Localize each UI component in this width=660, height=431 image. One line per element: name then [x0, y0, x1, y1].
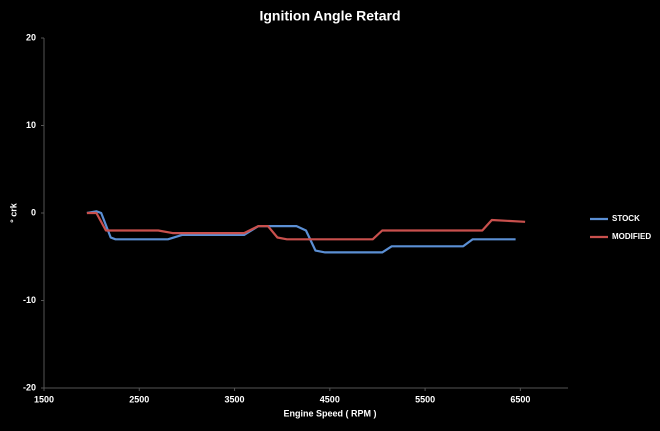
x-tick-label: 3500	[225, 394, 245, 404]
y-tick-label: -10	[23, 295, 36, 305]
y-tick-label: -20	[23, 382, 36, 392]
line	[86, 210, 516, 254]
y-tick-label: 0	[31, 207, 36, 217]
x-axis-label: Engine Speed ( RPM )	[283, 408, 376, 418]
legend-label: MODIFIED	[612, 232, 651, 241]
y-axis-label: ° crk	[8, 202, 18, 223]
chart-title: Ignition Angle Retard	[259, 8, 400, 24]
y-tick-label: 20	[26, 32, 36, 42]
x-tick-label: 6500	[510, 394, 530, 404]
x-tick-label: 5500	[415, 394, 435, 404]
x-tick-label: 1500	[34, 394, 54, 404]
y-tick-label: 10	[26, 120, 36, 130]
x-tick-label: 4500	[320, 394, 340, 404]
x-tick-label: 2500	[129, 394, 149, 404]
legend-label: STOCK	[612, 214, 640, 223]
line	[86, 211, 526, 241]
